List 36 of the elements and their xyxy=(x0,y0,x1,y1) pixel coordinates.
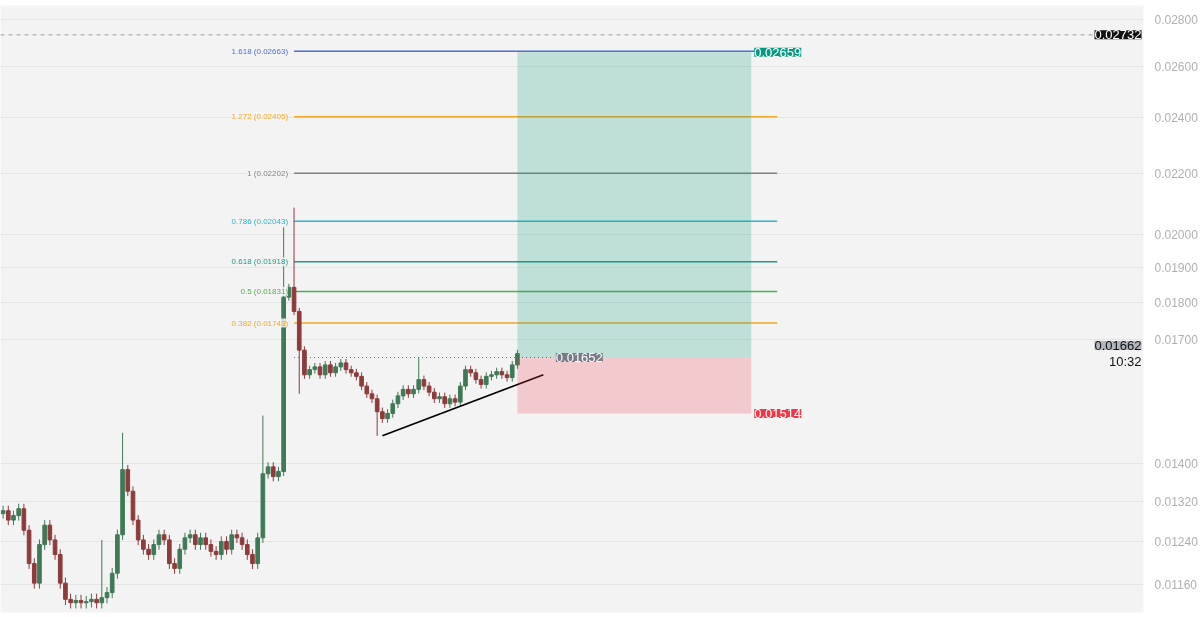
ref-line-label: 0.01652 xyxy=(555,349,603,365)
y-tick-label: 0.02800 xyxy=(1154,12,1199,27)
candlestick xyxy=(218,535,224,561)
y-tick-label: 0.01800 xyxy=(1154,295,1199,310)
y-tick-label: 0.02400 xyxy=(1154,111,1199,126)
y-tick-label: 0.01900 xyxy=(1154,261,1199,276)
y-tick-label: 0.02200 xyxy=(1154,167,1199,182)
ref-line-label: 1.618 (0.02663) xyxy=(231,46,289,56)
ref-line-label: 0.5 (0.01831) xyxy=(240,287,289,297)
y-tick-label: 0.01320 xyxy=(1154,494,1199,509)
y-tick-label: 0.01700 xyxy=(1154,332,1199,347)
candlestick xyxy=(447,394,453,409)
band-label: 0.01514 xyxy=(754,405,802,421)
candlestick xyxy=(270,461,276,482)
candlestick xyxy=(5,505,11,526)
y-tick-label: 0.02600 xyxy=(1154,60,1199,75)
candlestick xyxy=(193,529,198,551)
ref-line-label: 0.618 (0.01918) xyxy=(231,257,289,267)
y-tick-label: 0.01240 xyxy=(1154,534,1199,549)
candlestick xyxy=(224,535,229,556)
candlestick xyxy=(452,394,458,407)
candlestick xyxy=(151,538,157,561)
ref-line-label: 0.786 (0.02043) xyxy=(231,216,289,226)
candlestick xyxy=(99,539,105,609)
ref-line-label: 0.382 (0.01743) xyxy=(231,318,289,328)
y-tick-label: 0.01400 xyxy=(1154,457,1199,472)
ref-line-label: 0.02732 xyxy=(1094,27,1142,43)
annotation: 10:32 xyxy=(1108,354,1142,370)
band-label: 0.02659 xyxy=(754,44,802,60)
y-tick-label: 0.01160 xyxy=(1154,577,1198,592)
ref-line-label: 1 (0.02202) xyxy=(247,168,289,178)
candlestick xyxy=(0,505,6,520)
ref-line-label: 1.272 (0.02405) xyxy=(231,112,289,122)
y-tick-label: 0.02000 xyxy=(1154,228,1199,243)
candlestick xyxy=(229,529,235,556)
annotation: 0.01662 xyxy=(1094,338,1142,354)
